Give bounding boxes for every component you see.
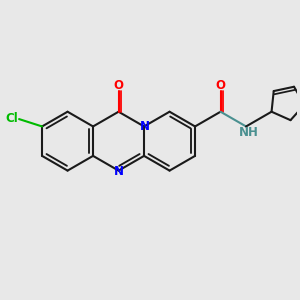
Text: NH: NH	[238, 126, 258, 140]
Text: N: N	[140, 120, 150, 133]
Text: O: O	[114, 79, 124, 92]
Text: O: O	[216, 79, 226, 92]
Text: N: N	[114, 165, 124, 178]
Text: Cl: Cl	[5, 112, 18, 125]
